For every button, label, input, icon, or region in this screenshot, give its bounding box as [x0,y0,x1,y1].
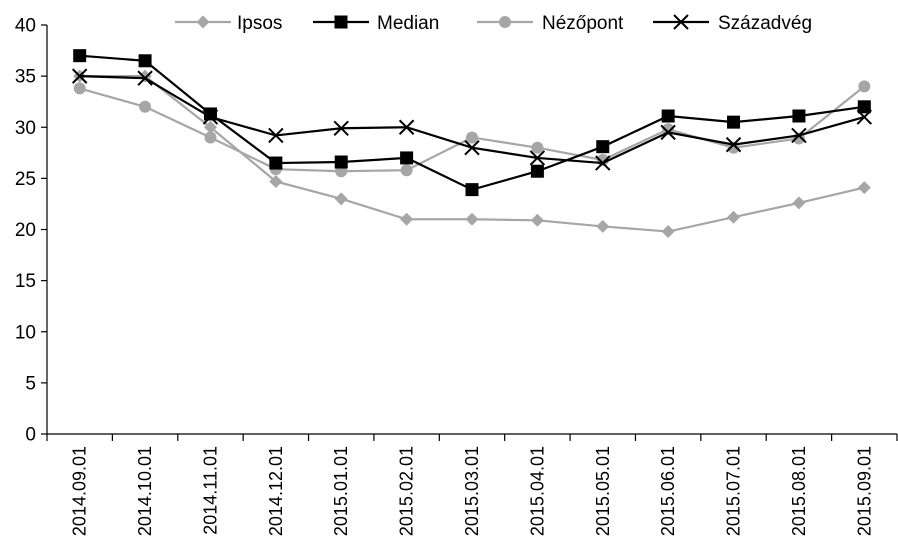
data-point-ipsos [857,181,871,195]
data-point-nezopont [466,131,478,144]
y-tick-label: 5 [25,373,36,394]
data-point-nezopont [531,141,544,154]
data-point-ipsos [596,219,610,233]
data-point-szazadveg [398,119,415,135]
legend-marker-ipsos [196,15,210,29]
series-median [73,49,871,197]
axes: 0 5 10 15 20 25 30 35 40 2014.09.01 2014.10.01 2014… [15,16,898,536]
data-point-szazadveg [464,139,480,156]
data-point-median [661,109,675,123]
legend-item-szazadveg: Századvég [653,13,812,34]
series-line-szazadveg [79,75,865,165]
x-tick-label: 2015.08.01 [789,446,809,536]
series-ipsos [73,69,871,239]
data-point-median [596,140,610,154]
x-tick-label: 2015.02.01 [397,446,417,536]
data-point-ipsos [400,212,414,226]
data-point-nezopont [858,80,871,93]
data-point-median [465,183,479,197]
legend-item-median: Median [313,13,439,34]
x-tick-label: 2015.04.01 [527,446,547,536]
x-tick-label: 2015.05.01 [593,446,613,536]
data-point-nezopont [73,82,86,95]
x-tick-label: 2015.09.01 [854,446,874,536]
series-line-median [79,54,865,191]
data-point-ipsos [269,174,283,188]
legend: Ipsos Median Nézőpont Századvég [175,13,812,34]
data-point-median [857,100,871,114]
x-tick-label: 2015.06.01 [658,446,678,536]
series-nezopont [73,80,871,178]
data-point-ipsos [792,196,806,210]
legend-marker-median [334,15,348,29]
y-tick-label: 35 [15,67,36,88]
data-point-ipsos [334,192,348,206]
legend-label-ipsos: Ipsos [237,13,282,34]
y-tick-label: 25 [15,169,36,190]
data-point-ipsos [530,213,544,227]
legend-label-median: Median [377,13,439,34]
data-point-szazadveg [268,127,284,144]
series-line-ipsos [79,75,865,233]
legend-item-ipsos: Ipsos [175,13,282,34]
data-point-ipsos [465,212,479,226]
series-line-nezopont [79,85,865,173]
x-tick-label: 2014.09.01 [70,446,90,536]
data-point-szazadveg [71,68,88,84]
data-point-median [400,151,414,165]
y-tick-label: 15 [15,271,36,292]
y-tick-label: 30 [15,118,36,139]
data-point-nezopont [400,164,413,177]
y-tick-label: 20 [15,220,36,241]
legend-item-nezopont: Nézőpont [477,13,624,34]
data-point-median [792,109,806,123]
data-point-szazadveg [660,124,676,141]
data-point-szazadveg [725,136,742,153]
data-point-ipsos [203,120,217,134]
data-point-median [73,49,87,63]
data-point-szazadveg [333,120,349,136]
legend-label-nezopont: Nézőpont [542,13,624,34]
x-tick-label: 2014.11.01 [200,446,220,535]
legend-marker-nezopont [499,16,511,28]
data-point-szazadveg [137,70,153,86]
data-point-median [138,54,152,68]
y-tick-label: 40 [15,16,36,37]
data-point-nezopont [204,131,217,144]
x-tick-label: 2015.07.01 [724,446,744,536]
data-point-median [334,155,348,169]
legend-label-szazadveg: Századvég [718,13,812,34]
data-point-median [203,107,217,121]
x-tick-label: 2015.01.01 [331,446,351,536]
data-point-ipsos [727,210,741,224]
y-tick-label: 10 [15,322,36,343]
data-point-median [269,156,283,170]
x-tick-label: 2014.10.01 [135,446,155,536]
data-point-median [727,115,741,129]
y-tick-label: 0 [25,425,36,446]
x-tick-label: 2014.12.01 [266,446,286,536]
data-point-nezopont [139,100,152,113]
series-layer [71,49,873,239]
data-point-szazadveg [529,150,546,166]
data-point-szazadveg [791,127,807,144]
data-point-median [530,164,544,178]
data-point-szazadveg [595,155,611,171]
legend-marker-szazadveg [673,14,689,30]
data-point-ipsos [661,225,675,239]
x-tick-label: 2015.03.01 [462,446,482,536]
